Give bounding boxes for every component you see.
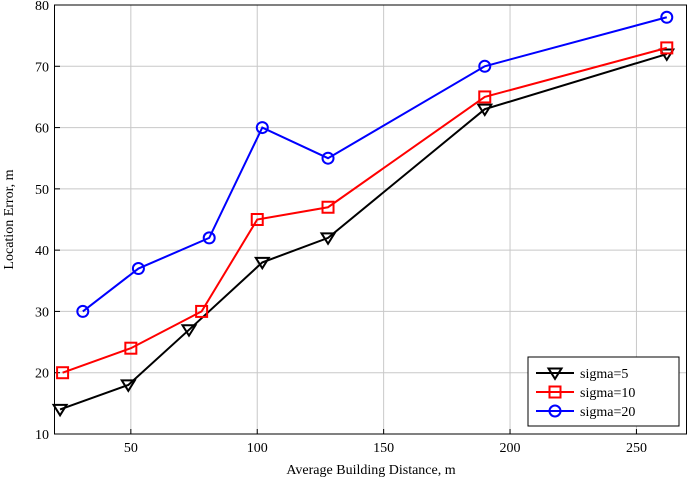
data-point <box>131 262 145 276</box>
data-point <box>478 90 492 104</box>
data-point <box>250 213 264 226</box>
data-point <box>124 341 138 355</box>
x-tick-label: 200 <box>500 441 521 456</box>
data-point <box>478 59 492 73</box>
data-point <box>195 304 209 318</box>
data-point <box>660 10 674 24</box>
series-1 <box>56 41 674 380</box>
legend-marker <box>548 385 562 399</box>
data-point <box>56 366 70 380</box>
y-tick-label: 30 <box>35 305 49 320</box>
grid-lines <box>55 5 687 434</box>
y-tick-label: 40 <box>35 244 49 259</box>
y-tick-label: 60 <box>35 122 49 137</box>
data-point <box>253 256 271 271</box>
data-point <box>658 48 676 62</box>
legend-item: sigma=5 <box>536 367 628 382</box>
legend-item: sigma=10 <box>536 385 635 401</box>
data-point <box>255 121 269 135</box>
x-axis-label: Average Building Distance, m <box>286 463 455 478</box>
data-point <box>180 324 198 338</box>
data-point <box>319 232 337 246</box>
data-point <box>51 403 69 418</box>
series-line <box>82 16 668 313</box>
series-2 <box>76 10 674 318</box>
data-point <box>120 379 137 393</box>
legend-label: sigma=5 <box>580 367 628 382</box>
legend-marker <box>546 367 564 381</box>
series-0 <box>51 48 676 418</box>
x-tick-label: 150 <box>373 441 394 456</box>
y-tick-label: 80 <box>35 0 49 14</box>
y-tick-label: 70 <box>35 60 49 75</box>
legend: sigma=5 sigma=10 sigma=20 <box>527 356 680 427</box>
data-point <box>476 103 494 117</box>
series-group <box>51 10 676 418</box>
data-point <box>660 41 674 55</box>
legend-label: sigma=10 <box>580 386 635 401</box>
legend-marker <box>548 404 562 418</box>
y-tick-label: 50 <box>35 183 49 198</box>
y-tick-label: 20 <box>35 367 49 382</box>
tick-labels: 50 100 150 200 250 10 20 30 40 50 60 70 80 <box>35 0 647 456</box>
data-point <box>321 200 335 214</box>
y-axis-label: Location Error, m <box>2 169 17 269</box>
x-tick-label: 250 <box>626 441 647 456</box>
x-tick-label: 50 <box>124 441 138 456</box>
y-tick-label: 10 <box>35 428 49 443</box>
data-point <box>76 304 90 318</box>
data-point <box>321 151 335 165</box>
series-line <box>59 53 668 411</box>
legend-item: sigma=20 <box>536 404 635 420</box>
legend-label: sigma=20 <box>580 405 635 420</box>
x-tick-label: 100 <box>247 441 268 456</box>
series-line <box>62 46 668 374</box>
data-point <box>202 231 216 245</box>
